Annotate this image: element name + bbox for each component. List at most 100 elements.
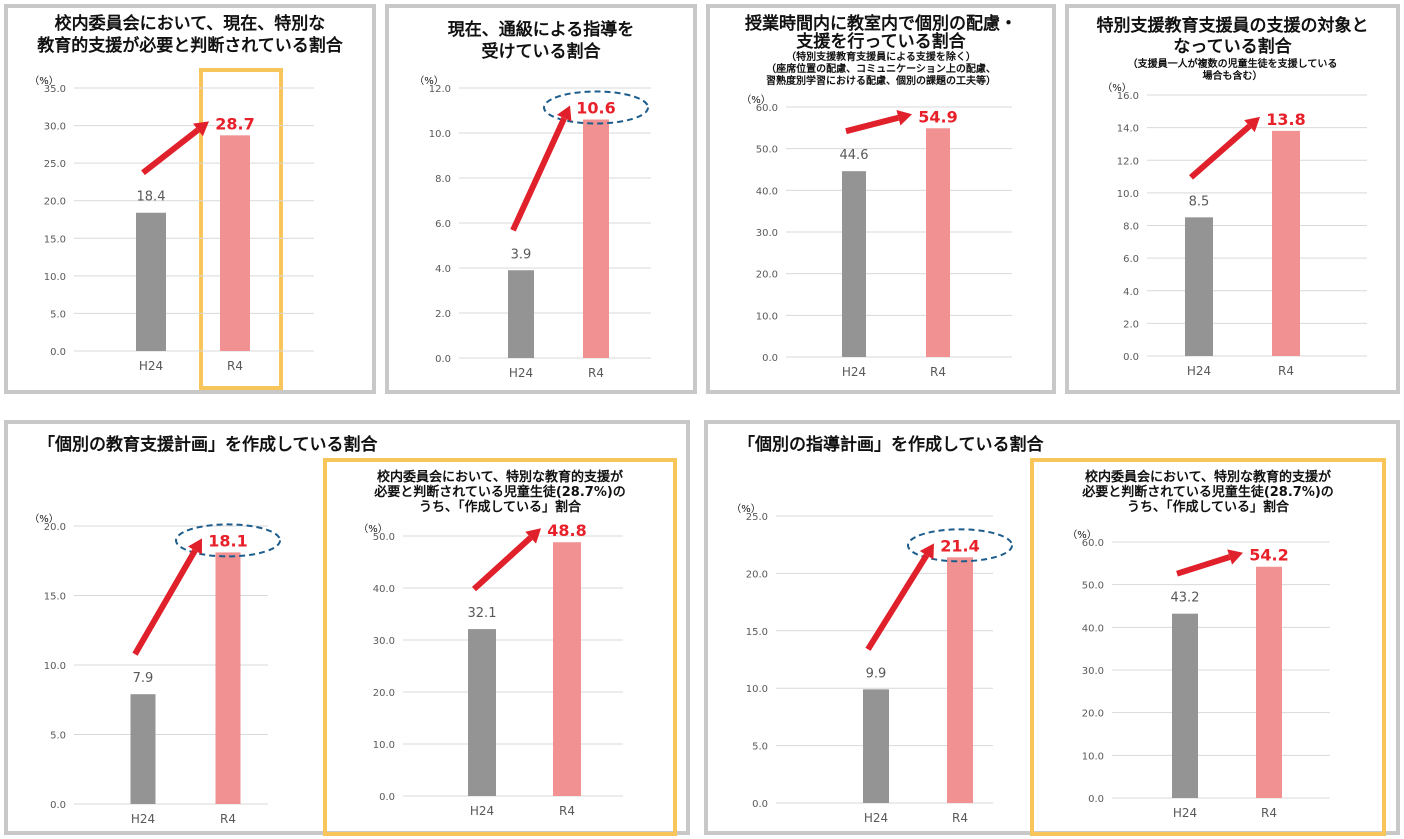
- y-tick-label: 15.0: [746, 627, 768, 638]
- y-tick-label: 2.0: [1123, 319, 1139, 330]
- value-label-r4: 28.7: [215, 114, 254, 133]
- y-tick-label: 12.0: [1117, 156, 1139, 167]
- y-tick-label: 4.0: [435, 264, 451, 275]
- x-category-label: H24: [509, 366, 533, 380]
- y-tick-label: 5.0: [50, 731, 66, 742]
- y-tick-label: 0.0: [1088, 794, 1104, 805]
- panel-subtitle-line1: （支援員一人が複数の児童生徒を支援している: [1127, 59, 1338, 70]
- y-tick-label: 0.0: [435, 354, 451, 365]
- y-tick-label: 10.0: [373, 740, 395, 751]
- y-tick-label: 0.0: [752, 799, 768, 810]
- bar-h24: [842, 171, 866, 357]
- y-tick-label: 5.0: [50, 309, 66, 320]
- value-label-h24: 7.9: [133, 671, 154, 686]
- bar-h24: [1172, 613, 1198, 798]
- trend-arrow-shaft: [1189, 123, 1252, 180]
- bar-h24: [863, 689, 889, 803]
- y-tick-label: 4.0: [1123, 287, 1139, 298]
- panel-education-support-plan: 「個別の教育支援計画」を作成している割合 0.0 5.0 10.0 15.0 20.0 （…: [4, 420, 690, 836]
- x-category-label: H24: [470, 804, 494, 818]
- bar-chart: 0.0 2.0 4.0 6.0 8.0 10.0 12.0（%） H24 R4 3.9 10.6: [414, 75, 651, 380]
- highlight-ellipse: [907, 528, 1013, 563]
- bar-h24: [1185, 217, 1213, 356]
- bar-r4: [583, 119, 609, 358]
- value-label-h24: 32.1: [468, 606, 497, 621]
- y-tick-label: 25.0: [746, 512, 768, 523]
- y-axis-unit-label: （%）: [731, 503, 761, 515]
- x-category-label: H24: [864, 811, 888, 825]
- x-category-label: H24: [1187, 364, 1211, 378]
- y-tick-label: 25.0: [44, 159, 66, 170]
- trend-arrow-shaft: [865, 553, 930, 651]
- bar-r4: [553, 542, 581, 796]
- inner-title-line3: うち、「作成している」割合: [1126, 500, 1290, 515]
- y-tick-label: 0.0: [50, 800, 66, 811]
- y-tick-label: 60.0: [1082, 538, 1104, 549]
- trend-arrow-head: [919, 543, 934, 560]
- bar-h24: [136, 212, 166, 351]
- bar-chart: 0.0 2.0 4.0 6.0 8.0 10.0 12.0 14.0 16.0（%） H24 R4 8…: [1102, 82, 1367, 378]
- y-tick-label: 15.0: [44, 592, 66, 603]
- panel-title-line1: 現在、通級による指導を: [447, 20, 635, 40]
- trend-arrow-shaft: [510, 116, 567, 232]
- y-tick-label: 40.0: [373, 584, 395, 595]
- y-tick-label: 30.0: [44, 122, 66, 133]
- value-label-r4: 18.1: [208, 531, 247, 550]
- y-tick-label: 14.0: [1117, 124, 1139, 135]
- y-tick-label: 10.0: [746, 684, 768, 695]
- bar-h24: [508, 270, 534, 358]
- trend-arrow-shaft: [141, 127, 200, 176]
- trend-arrow-head: [1227, 549, 1243, 565]
- trend-arrow-head: [556, 105, 572, 122]
- highlight-ellipse: [543, 90, 649, 125]
- x-category-label: H24: [1173, 806, 1197, 820]
- bar-chart: 0.0 10.0 20.0 30.0 40.0 50.0 60.0（%） H24 R4 43.2 5…: [1067, 529, 1330, 820]
- bar-r4: [947, 557, 973, 803]
- y-axis-unit-label: （%）: [29, 75, 59, 87]
- y-axis-unit-label: （%）: [29, 513, 59, 525]
- inner-title-line2: 必要と判断されている児童生徒(28.7%)の: [1082, 485, 1334, 500]
- y-tick-label: 20.0: [756, 270, 778, 281]
- trend-arrow-shaft: [132, 549, 198, 656]
- y-tick-label: 0.0: [1123, 352, 1139, 363]
- value-label-r4: 54.2: [1249, 546, 1288, 565]
- panel-individual-guidance-plan: 「個別の指導計画」を作成している割合 0.0 5.0 10.0 15.0 20.0 25.…: [704, 420, 1400, 836]
- value-label-r4: 54.9: [918, 107, 957, 126]
- value-label-h24: 3.9: [511, 247, 532, 262]
- y-tick-label: 6.0: [435, 219, 451, 230]
- y-tick-label: 30.0: [756, 228, 778, 239]
- trend-arrow-head: [193, 121, 209, 137]
- bar-r4: [1256, 566, 1282, 798]
- x-category-label: H24: [139, 359, 163, 373]
- x-category-label: R4: [952, 811, 968, 825]
- y-tick-label: 5.0: [752, 742, 768, 753]
- y-tick-label: 15.0: [44, 234, 66, 245]
- y-tick-label: 10.0: [1082, 751, 1104, 762]
- bar-chart: 0.0 10.0 20.0 30.0 40.0 50.0 60.0（%） H24 R4 44.6 5…: [741, 94, 1012, 379]
- trend-arrow-shaft: [1176, 554, 1231, 577]
- panel-subtitle-line2: （座席位置の配慮、コミュニケーション上の配慮、: [766, 64, 996, 75]
- y-tick-label: 8.0: [435, 174, 451, 185]
- inner-highlight-frame: 校内委員会において、特別な教育的支援が 必要と判断されている児童生徒(28.7%…: [323, 458, 677, 836]
- value-label-h24: 9.9: [866, 666, 887, 681]
- x-category-label: R4: [930, 365, 946, 379]
- y-tick-label: 10.0: [44, 661, 66, 672]
- bar-chart: 0.0 10.0 20.0 30.0 40.0 50.0（%） H24 R4 32.1 48.8: [358, 521, 623, 818]
- y-tick-label: 10.0: [756, 311, 778, 322]
- panel-title: 「個別の教育支援計画」を作成している割合: [38, 435, 378, 455]
- value-label-r4: 21.4: [940, 536, 979, 555]
- panel-title-line2: なっている割合: [1173, 37, 1292, 57]
- bar-r4: [220, 135, 250, 351]
- panel-title: 「個別の指導計画」を作成している割合: [738, 435, 1044, 455]
- inner-title-line2: 必要と判断されている児童生徒(28.7%)の: [374, 485, 626, 500]
- panel-title-line2: 受けている割合: [481, 42, 601, 62]
- panel-individual-care-ratio: 授業時間内に教室内で個別の配慮・ 支援を行っている割合 （特別支援教育支援員によ…: [706, 4, 1056, 394]
- value-label-h24: 44.6: [840, 148, 869, 163]
- bar-chart: 0.0 5.0 10.0 15.0 20.0 25.0（%） H24 R4 9.9 21.4: [731, 503, 1013, 825]
- y-tick-label: 20.0: [44, 522, 66, 533]
- y-tick-label: 6.0: [1123, 254, 1139, 265]
- panel-title-line1: 授業時間内に教室内で個別の配慮・: [745, 14, 1017, 34]
- y-tick-label: 16.0: [1117, 91, 1139, 102]
- panel-support-staff-target-ratio: 特別支援教育支援員の支援の対象と なっている割合 （支援員一人が複数の児童生徒を…: [1065, 4, 1400, 394]
- bar-chart: 0.0 5.0 10.0 15.0 20.0（%） H24 R4 7.9 18.1: [29, 513, 281, 826]
